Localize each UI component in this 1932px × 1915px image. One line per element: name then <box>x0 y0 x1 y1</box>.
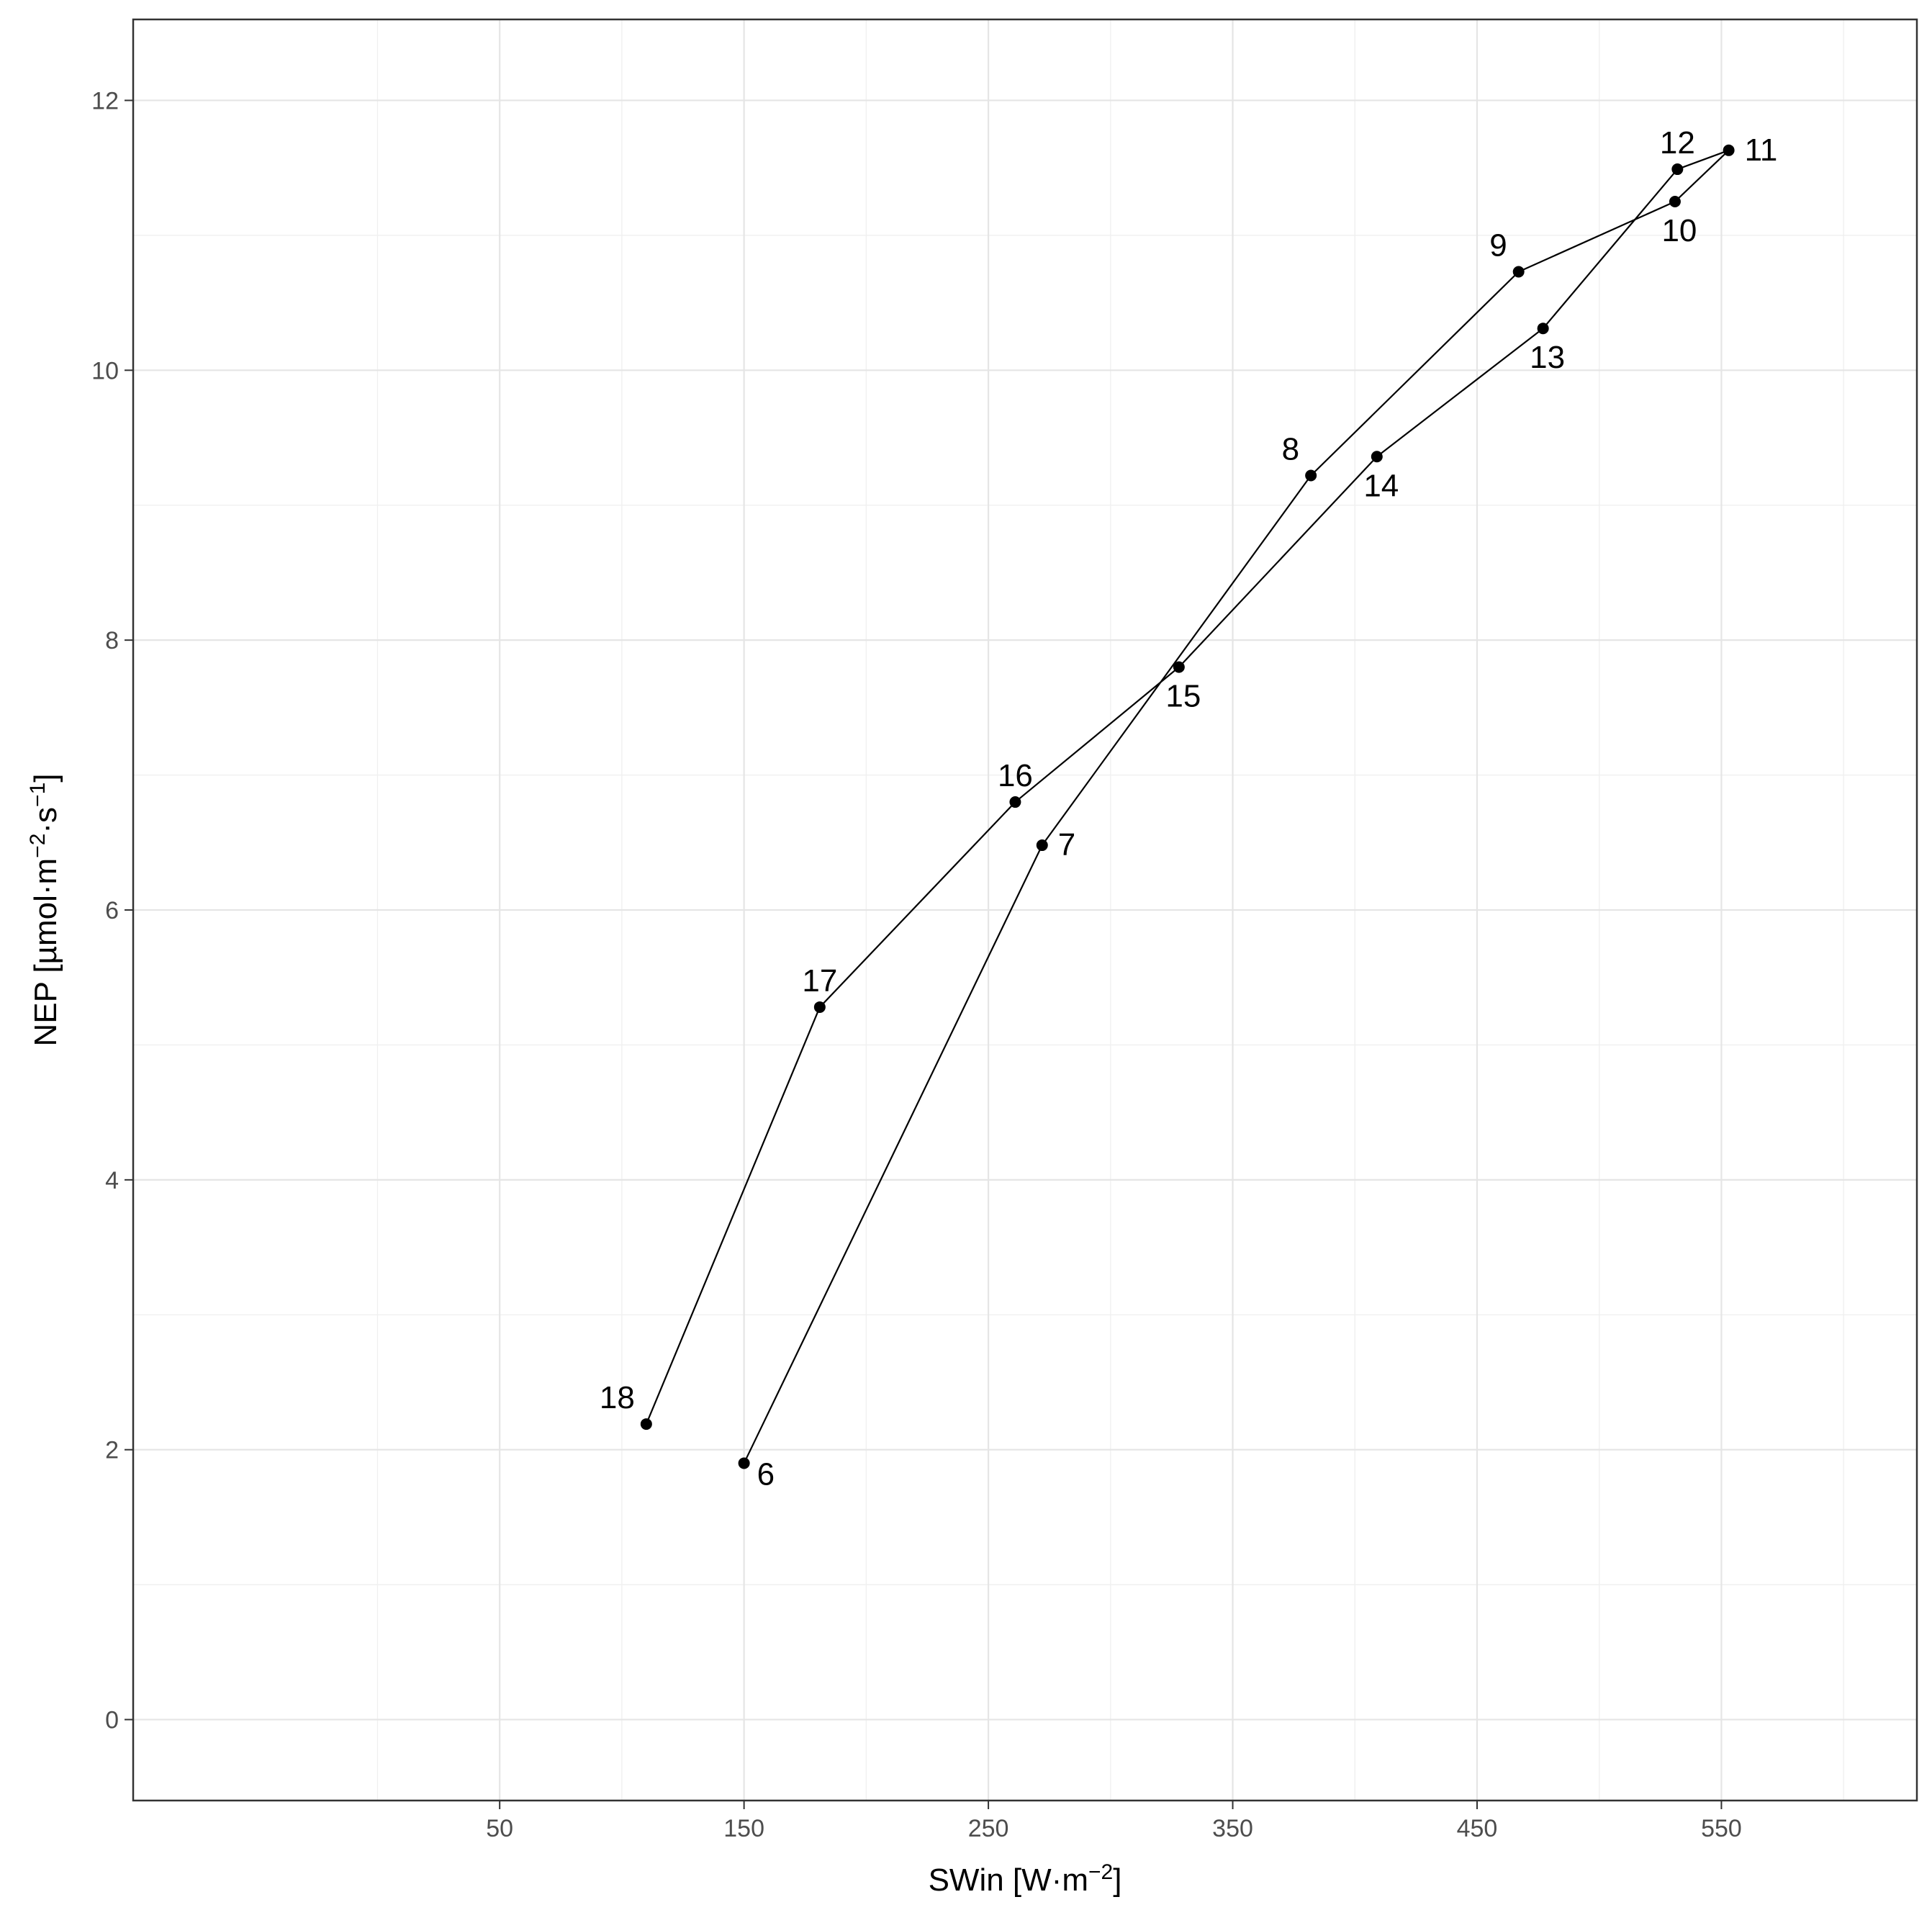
data-point-10 <box>1669 196 1681 208</box>
data-point-7 <box>1036 839 1048 852</box>
point-label-12: 12 <box>1660 125 1695 161</box>
data-point-18 <box>640 1418 652 1430</box>
y-tick-label: 10 <box>91 357 119 384</box>
x-tick-label: 350 <box>1212 1815 1253 1842</box>
y-tick-label: 4 <box>105 1167 119 1194</box>
point-labels: 6 7 8 9 10 11 12 13 14 15 16 17 18 <box>600 125 1777 1492</box>
x-axis-title-label: SWin <box>929 1862 1004 1898</box>
point-label-8: 8 <box>1282 431 1299 467</box>
y-tick-label: 12 <box>91 87 119 114</box>
y-tick-label: 6 <box>105 897 119 924</box>
path-segment <box>743 844 1043 1464</box>
x-tick-label: 250 <box>968 1815 1009 1842</box>
x-tick-label: 50 <box>486 1815 513 1842</box>
path-segment <box>1518 201 1676 273</box>
data-point-15 <box>1173 661 1185 673</box>
x-tick-label: 550 <box>1701 1815 1742 1842</box>
point-label-10: 10 <box>1661 213 1697 248</box>
y-axis-title-label: NEP <box>28 982 63 1047</box>
path-segment <box>1676 149 1730 171</box>
point-label-17: 17 <box>802 963 837 999</box>
point-label-9: 9 <box>1489 227 1507 263</box>
data-point-9 <box>1512 266 1525 278</box>
data-point-17 <box>813 1001 826 1013</box>
path-segment <box>1041 474 1312 846</box>
x-tick-label: 450 <box>1457 1815 1498 1842</box>
point-label-11: 11 <box>1745 132 1778 168</box>
data-point-13 <box>1537 323 1549 335</box>
y-tick-label: 2 <box>105 1437 119 1464</box>
path-segment <box>819 801 1016 1008</box>
y-tick-label: 8 <box>105 627 119 654</box>
point-label-13: 13 <box>1530 340 1565 375</box>
path-segment <box>1674 150 1730 202</box>
data-point-14 <box>1371 451 1383 463</box>
y-tick-label: 0 <box>105 1707 119 1734</box>
path-segment <box>1376 328 1544 458</box>
path-segment <box>1542 168 1679 329</box>
path-segment <box>1178 456 1378 668</box>
x-axis-title: SWin [W·m−2] <box>929 1860 1122 1898</box>
x-axis-title-unit: [W·m <box>1013 1862 1088 1898</box>
data-point-11 <box>1723 144 1735 156</box>
data-path <box>645 149 1730 1464</box>
data-point-16 <box>1009 796 1021 808</box>
point-label-16: 16 <box>998 758 1033 793</box>
data-point-8 <box>1305 469 1317 482</box>
point-label-18: 18 <box>600 1380 635 1415</box>
x-tick-label: 150 <box>723 1815 764 1842</box>
point-label-15: 15 <box>1165 679 1201 714</box>
data-points <box>640 144 1735 1469</box>
data-point-12 <box>1671 163 1684 176</box>
path-segment <box>1310 271 1520 477</box>
x-axis-ticks: 50 150 250 350 450 550 <box>486 1801 1742 1842</box>
point-label-6: 6 <box>757 1456 775 1492</box>
y-axis-title: NEP [µmol·m−2·s−1] <box>26 773 64 1046</box>
data-point-6 <box>738 1457 750 1469</box>
point-label-7: 7 <box>1058 827 1075 862</box>
major-gridlines <box>133 19 1917 1801</box>
point-label-14: 14 <box>1363 468 1399 503</box>
x-axis-title-exponent: −2 <box>1088 1860 1113 1884</box>
path-segment <box>645 1006 821 1425</box>
path-segment <box>1014 666 1180 803</box>
y-axis-ticks: 0 2 4 6 8 10 12 <box>91 87 133 1734</box>
